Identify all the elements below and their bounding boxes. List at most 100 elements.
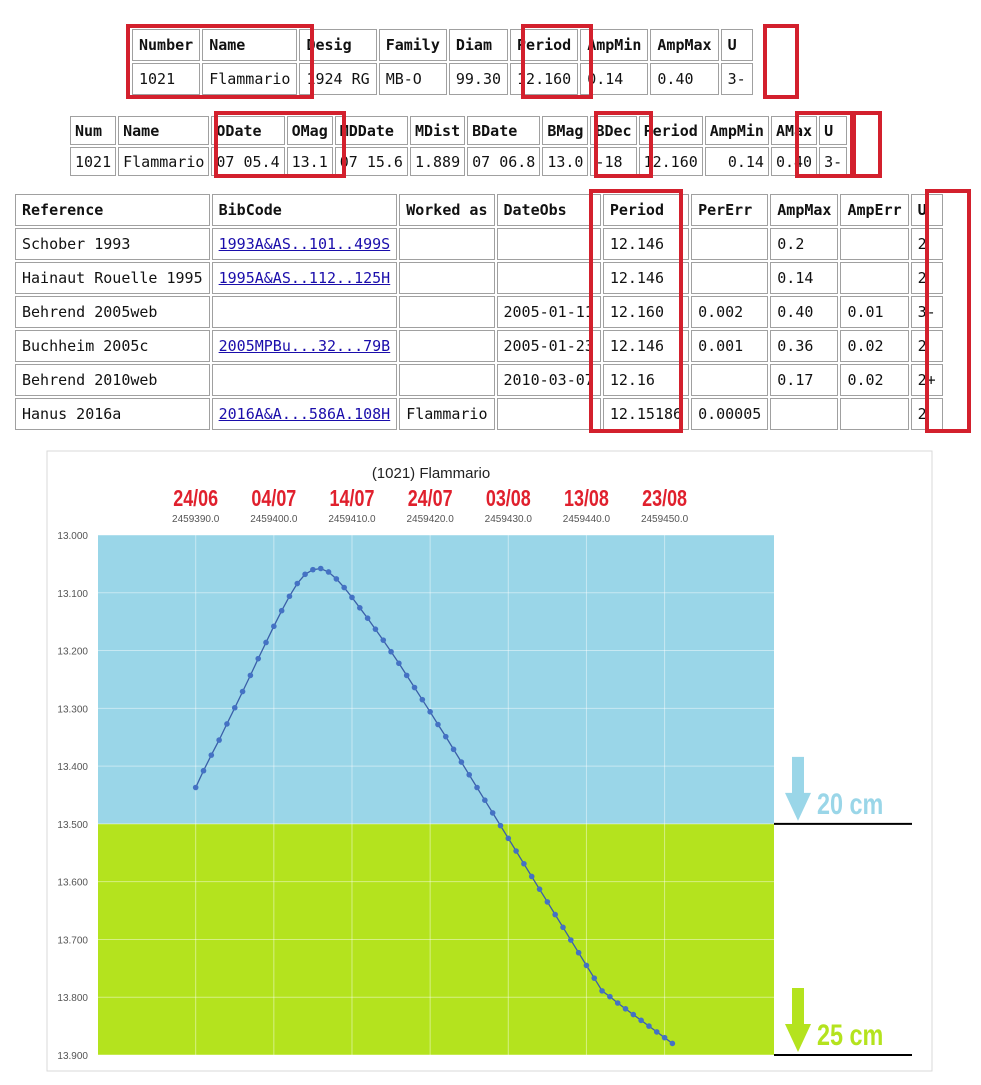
data-point [575, 949, 582, 956]
cell-dateobs: 2005-01-23 [496, 330, 601, 362]
data-point [278, 607, 285, 614]
col-header-name: Name [118, 116, 210, 145]
table-row: Buchheim 2005c 2005MPBu...32...79B 2005-01… [15, 330, 943, 362]
col-header-desig: Desig [299, 29, 377, 61]
data-point [630, 1011, 637, 1018]
data-point [607, 993, 613, 1000]
col-header-ampmax: AmpMax [770, 194, 839, 226]
cell-family: MB-O [378, 63, 447, 95]
down-arrow-icon [785, 1024, 811, 1052]
data-point [302, 571, 308, 578]
y-tick-label: 13.800 [57, 993, 88, 1004]
x-jd-label: 2459450.0 [641, 514, 689, 525]
y-tick-label: 13.000 [57, 531, 88, 542]
cell-amperr [840, 262, 909, 294]
data-point [192, 784, 199, 791]
limit-arrow-shaft [792, 756, 804, 795]
data-point [357, 605, 363, 611]
data-point [646, 1023, 652, 1029]
data-point [435, 721, 441, 728]
cell-amax: 0.40 [770, 147, 818, 176]
data-point [349, 594, 355, 601]
bibcode-link[interactable]: 1995A&AS..112..125H [218, 269, 391, 287]
data-point [482, 797, 488, 803]
data-point [638, 1017, 644, 1024]
cell-pererr [691, 364, 769, 396]
data-point [521, 860, 527, 867]
cell-pererr: 0.001 [691, 330, 769, 362]
data-point [224, 721, 230, 727]
cell-dateobs [496, 398, 601, 430]
data-point [599, 988, 605, 994]
cell-worked-as [399, 228, 495, 260]
cell-mddate: 07 15.6 [334, 147, 408, 176]
magnitude-region [98, 823, 774, 1055]
down-arrow-icon [785, 792, 811, 821]
col-header-family: Family [378, 29, 447, 61]
data-point [505, 835, 512, 842]
cell-bmag: 13.0 [542, 147, 589, 176]
data-point [442, 733, 449, 740]
table-row: 1021 Flammario 1924 RG MB-O 99.30 12.160 0.14 0… [132, 63, 753, 95]
cell-dateobs [496, 228, 601, 260]
col-header-num: Num [70, 116, 117, 145]
data-point [450, 746, 457, 753]
data-point [427, 709, 433, 715]
y-tick-label: 13.500 [57, 820, 88, 831]
chart-title: (1021) Flammario [372, 465, 490, 482]
x-date-label: 03/08 [486, 486, 531, 512]
x-jd-label: 2459440.0 [563, 514, 611, 525]
cell-worked-as: Flammario [399, 398, 495, 430]
table-row: Behrend 2005web 2005-01-11 12.160 0.002 0.40… [15, 296, 943, 328]
cell-reference: Behrend 2005web [15, 296, 210, 328]
data-point [653, 1029, 660, 1035]
y-tick-label: 13.300 [57, 704, 88, 715]
col-header-bibcode: BibCode [211, 194, 398, 226]
cell-mdist: 1.889 [409, 147, 466, 176]
cell-pererr: 0.00005 [691, 398, 769, 430]
cell-bibcode: 1995A&AS..112..125H [211, 262, 398, 294]
bibcode-link[interactable]: 1993A&AS..101..499S [218, 235, 391, 253]
cell-reference: Hanus 2016a [15, 398, 210, 430]
cell-pererr [691, 228, 769, 260]
bibcode-link[interactable]: 2016A&A...586A.108H [218, 405, 391, 423]
col-header-pererr: PerErr [691, 194, 769, 226]
cell-period: 12.160 [510, 63, 579, 95]
col-header-ampmin: AmpMin [704, 116, 769, 145]
table-row: Hainaut Rouelle 1995 1995A&AS..112..125H 1… [15, 262, 943, 294]
data-point [466, 771, 473, 778]
cell-worked-as [399, 262, 495, 294]
cell-dateobs [496, 262, 601, 294]
y-tick-label: 13.200 [57, 647, 88, 658]
col-header-amax: AMax [770, 116, 818, 145]
x-jd-label: 2459390.0 [172, 514, 220, 525]
x-jd-label: 2459420.0 [406, 514, 454, 525]
bibcode-link[interactable]: 2005MPBu...32...79B [218, 337, 391, 355]
data-point [364, 615, 371, 621]
x-date-label: 23/08 [642, 486, 687, 512]
cell-reference: Buchheim 2005c [15, 330, 210, 362]
data-point [271, 623, 277, 630]
col-header-mddate: MDDate [334, 116, 408, 145]
cell-amperr: 0.02 [840, 330, 909, 362]
data-point [528, 873, 535, 880]
data-point [560, 924, 566, 931]
data-point [411, 684, 418, 691]
cell-bibcode: 1993A&AS..101..499S [211, 228, 398, 260]
magnitude-region [98, 535, 774, 824]
data-point [536, 886, 543, 892]
cell-ampmin: 0.14 [704, 147, 769, 176]
data-point [669, 1040, 676, 1047]
col-header-period: Period [510, 29, 579, 61]
cell-pererr [691, 262, 769, 294]
cell-amperr: 0.01 [840, 296, 909, 328]
asteroid-summary-table: Number Name Desig Family Diam Period AmpMin Amp… [130, 27, 755, 97]
data-point [216, 737, 222, 743]
data-point [325, 569, 332, 575]
x-jd-label: 2459400.0 [250, 514, 298, 525]
cell-period: 12.160 [602, 296, 690, 328]
data-point [458, 759, 465, 765]
cell-diam: 99.30 [448, 63, 509, 95]
cell-period: 12.146 [602, 330, 690, 362]
data-point [403, 672, 410, 679]
